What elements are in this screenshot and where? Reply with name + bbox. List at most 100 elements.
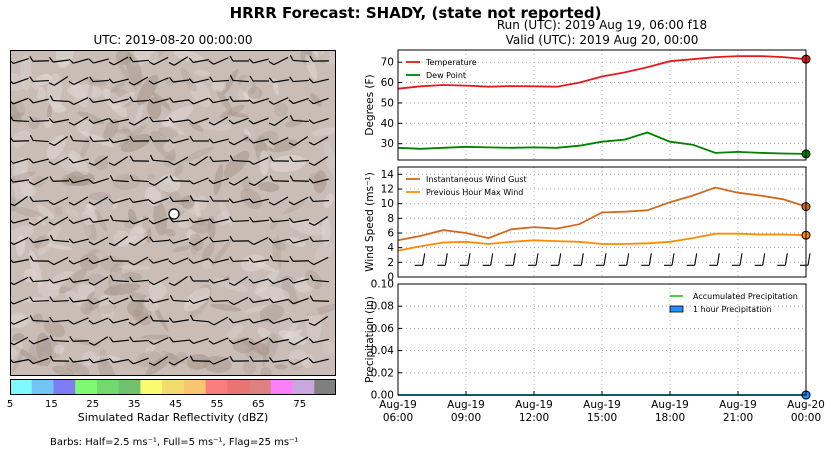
wind-barb-shaft bbox=[33, 158, 49, 164]
wind-barb bbox=[48, 196, 69, 206]
terrain-patch bbox=[226, 324, 244, 340]
terrain-patch bbox=[259, 304, 284, 323]
wind-barb bbox=[308, 256, 329, 266]
wind-barb bbox=[148, 56, 169, 66]
wind-barb bbox=[308, 216, 329, 226]
terrain-patch bbox=[65, 208, 80, 218]
wind-barb bbox=[88, 217, 109, 223]
hourly-wind-barb-flag bbox=[490, 253, 494, 266]
wind-barb-shaft bbox=[132, 279, 150, 283]
wind-barb-flag bbox=[28, 222, 35, 226]
wind-barb-shaft bbox=[112, 179, 130, 183]
x-tick-label-time: 06:00 bbox=[383, 412, 413, 424]
wind-barb-flag bbox=[229, 96, 234, 102]
terrain-patch bbox=[257, 286, 290, 302]
wind-barb-flag bbox=[188, 217, 194, 223]
wind-barb-shaft bbox=[313, 78, 329, 84]
wind-barb-shaft bbox=[293, 356, 309, 366]
terrain-patch bbox=[161, 105, 194, 127]
wind-barb bbox=[208, 218, 229, 224]
wind-barb-shaft bbox=[52, 99, 70, 103]
wind-barb-flag bbox=[188, 339, 194, 344]
wind-barb bbox=[308, 136, 329, 146]
wind-barb-shaft bbox=[292, 119, 310, 123]
wind-barb-shaft bbox=[193, 177, 209, 185]
terrain-patch bbox=[117, 61, 138, 91]
x-tick-label-time: 09:00 bbox=[451, 412, 481, 424]
wind-barb-flag bbox=[11, 257, 14, 263]
wind-barb-flag bbox=[209, 76, 214, 82]
wind-barb-flag bbox=[11, 115, 14, 121]
wind-barb-shaft bbox=[73, 279, 89, 283]
colorbar-swatch bbox=[31, 379, 54, 395]
wind-barb bbox=[228, 296, 249, 306]
wind-barb-shaft bbox=[52, 299, 70, 303]
wind-barb bbox=[248, 58, 269, 64]
wind-barb-flag bbox=[128, 359, 134, 365]
wind-barb-shaft bbox=[53, 118, 69, 124]
wind-barb-shaft bbox=[172, 180, 190, 182]
wind-barb bbox=[288, 356, 309, 366]
wind-barb-shaft bbox=[273, 277, 289, 285]
wind-barb-flag bbox=[168, 260, 174, 265]
wind-barb-flag bbox=[69, 135, 74, 141]
wind-barb-shaft bbox=[212, 159, 230, 163]
wind-barb-shaft bbox=[174, 276, 188, 286]
wind-barb-field bbox=[11, 51, 335, 375]
wind-barb-flag bbox=[289, 54, 294, 61]
wind-barb bbox=[28, 98, 49, 104]
wind-barb bbox=[28, 176, 49, 186]
wind-barb-shaft bbox=[254, 176, 268, 186]
wind-barb-shaft bbox=[213, 357, 229, 365]
wind-barb bbox=[129, 336, 150, 343]
wind-barb-shaft bbox=[193, 78, 209, 84]
terrain-patch bbox=[242, 176, 251, 192]
wind-barb-shaft bbox=[13, 158, 29, 164]
wind-barb-shaft bbox=[93, 177, 109, 185]
terrain-patch bbox=[37, 205, 55, 219]
series-line bbox=[397, 131, 807, 155]
wind-barb-shaft bbox=[113, 78, 129, 84]
terrain-patch bbox=[318, 51, 330, 64]
x-tick-label-date: Aug-19 bbox=[719, 399, 757, 411]
wind-barb bbox=[108, 297, 129, 305]
wind-barb-shaft bbox=[252, 219, 270, 223]
wind-barb-flag bbox=[29, 255, 34, 262]
terrain-patch bbox=[11, 96, 22, 124]
wind-barb-flag bbox=[89, 136, 94, 142]
wind-barb-shaft bbox=[133, 199, 149, 203]
wind-barb-shaft bbox=[293, 97, 309, 105]
wind-barb-flag bbox=[128, 197, 134, 203]
wind-barb-shaft bbox=[173, 138, 189, 144]
hourly-wind-barb bbox=[573, 253, 584, 266]
terrain-patch bbox=[79, 132, 93, 162]
colorbar-frame bbox=[10, 379, 336, 395]
map-title: UTC: 2019-08-20 00:00:00 bbox=[93, 33, 253, 47]
wind-barb bbox=[208, 278, 229, 284]
wind-barb-shaft bbox=[153, 276, 169, 286]
wind-barb-flag bbox=[68, 178, 74, 184]
wind-barb-shaft bbox=[113, 138, 129, 144]
terrain-patch bbox=[142, 215, 152, 244]
terrain-patch bbox=[262, 339, 271, 367]
wind-barb-flag bbox=[288, 142, 295, 146]
terrain-patch bbox=[321, 216, 331, 245]
hourly-wind-barb bbox=[641, 253, 652, 266]
terrain-patch bbox=[70, 80, 88, 108]
terrain-patch bbox=[243, 128, 251, 139]
wind-barb bbox=[29, 276, 50, 283]
wind-barb bbox=[248, 198, 269, 204]
terrain-patch bbox=[11, 182, 37, 199]
wind-barb bbox=[189, 355, 210, 362]
wind-barb-shaft bbox=[313, 97, 329, 105]
wind-barb bbox=[288, 317, 309, 323]
wind-barb-shaft bbox=[153, 217, 169, 225]
colorbar-swatch bbox=[140, 379, 163, 395]
wind-barb-flag bbox=[149, 116, 154, 123]
legend-label: Temperature bbox=[425, 58, 477, 67]
wind-barb-flag bbox=[109, 255, 114, 262]
wind-barb-shaft bbox=[52, 319, 70, 323]
terrain-patch bbox=[289, 219, 326, 236]
wind-barb-shaft bbox=[72, 359, 90, 363]
wind-barb bbox=[189, 135, 209, 142]
